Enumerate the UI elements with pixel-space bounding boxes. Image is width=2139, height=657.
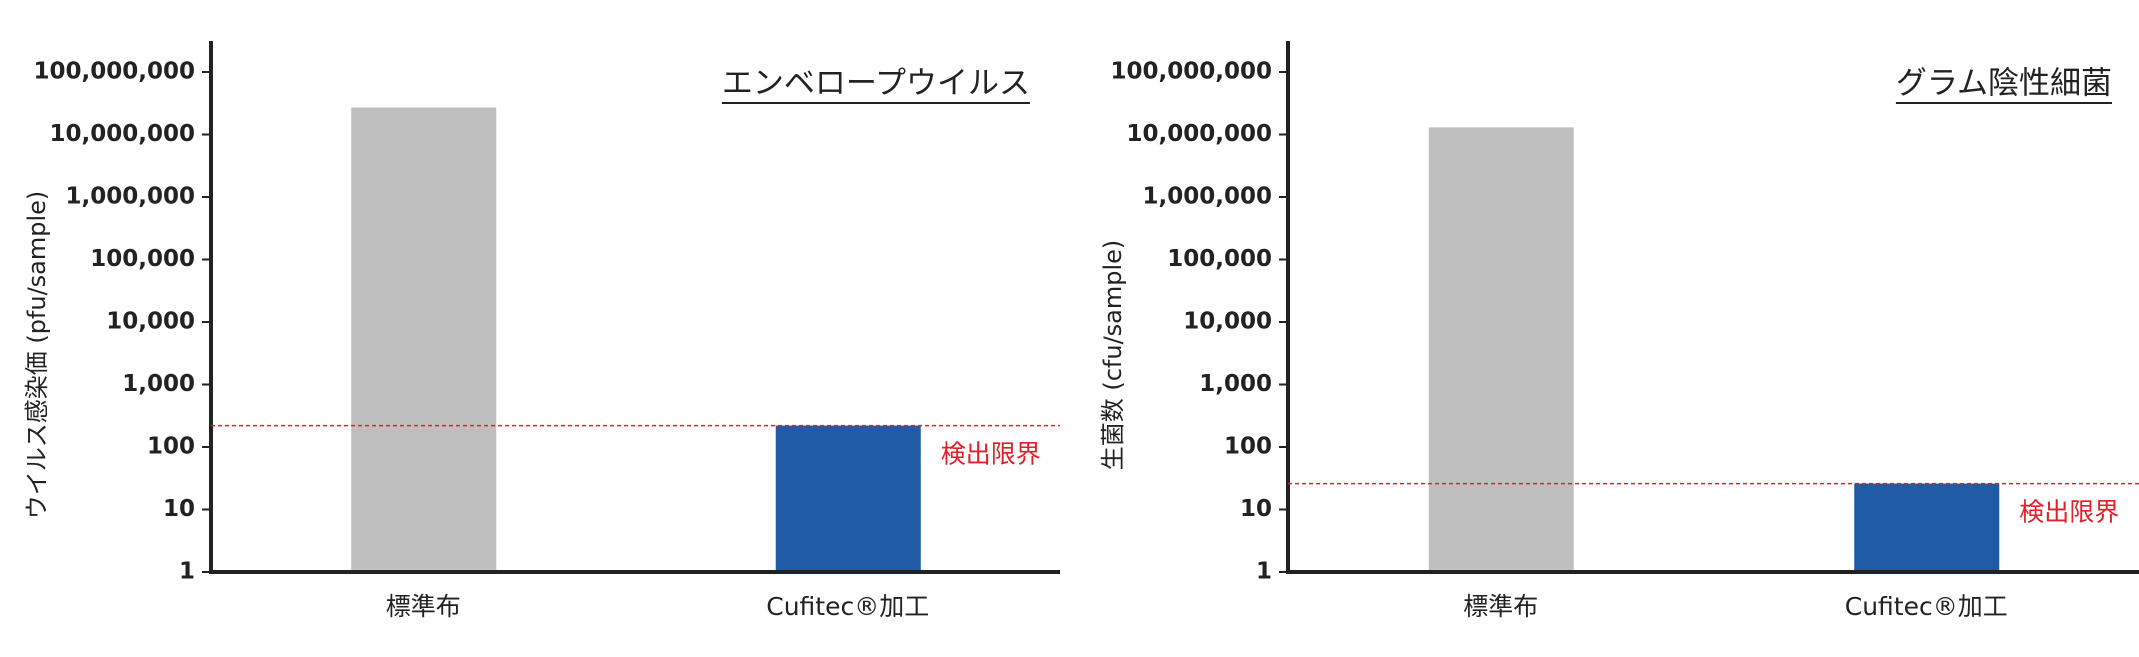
y-tick-label: 100,000,000 [1110, 59, 1272, 85]
y-tick-label: 100,000 [90, 246, 195, 272]
y-tick-label: 10,000,000 [1126, 121, 1272, 147]
y-tick-label: 1,000,000 [66, 184, 196, 210]
y-tick-label: 100,000,000 [33, 59, 195, 85]
y-tick-label: 10,000,000 [49, 121, 195, 147]
bar [1854, 483, 2000, 572]
y-tick-label: 1,000 [1199, 371, 1272, 397]
detection-limit-label: 検出限界 [2019, 498, 2119, 527]
chart-title: グラム陰性細菌 [1896, 66, 2112, 102]
x-tick-label: Cufitec®加工 [766, 592, 929, 621]
y-tick-label: 1,000,000 [1143, 184, 1273, 210]
y-tick-label: 100 [147, 434, 195, 460]
x-tick-label: Cufitec®加工 [1845, 592, 2008, 621]
y-tick-label: 10,000 [1183, 309, 1272, 335]
y-tick-label: 1 [1256, 559, 1272, 585]
y-tick-label: 100 [1224, 434, 1272, 460]
detection-limit-label: 検出限界 [941, 440, 1041, 469]
y-tick-label: 1 [179, 559, 195, 585]
y-tick-label: 10,000 [106, 309, 195, 335]
y-axis-label: ウイルス感染価 (pfu/sample) [23, 191, 51, 520]
bar [1428, 127, 1574, 572]
x-tick-label: 標準布 [386, 592, 461, 621]
chart-title: エンベロープウイルス [722, 66, 1030, 102]
y-tick-label: 1,000 [122, 371, 195, 397]
x-tick-label: 標準布 [1463, 592, 1538, 621]
y-tick-label: 10 [1240, 496, 1272, 522]
y-axis-label: 生菌数 (cfu/sample) [1099, 240, 1127, 471]
bar [351, 107, 497, 572]
y-tick-label: 10 [163, 496, 195, 522]
bar [775, 425, 921, 572]
y-tick-label: 100,000 [1167, 246, 1272, 272]
